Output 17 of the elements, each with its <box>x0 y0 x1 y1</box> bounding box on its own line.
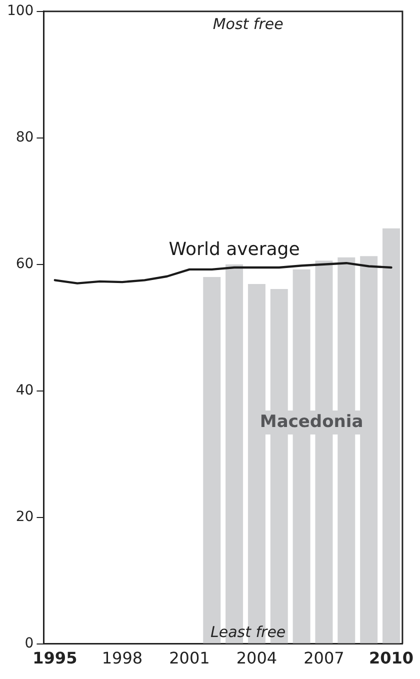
y-tick-label: 80 <box>16 130 34 146</box>
x-tick-label: 2001 <box>169 648 210 668</box>
y-tick-label: 60 <box>16 256 34 272</box>
annotation: Least free <box>210 623 286 642</box>
annotation: Most free <box>212 14 284 33</box>
x-tick-label: 1998 <box>102 648 143 668</box>
bar <box>382 228 400 644</box>
x-tick-label: 2010 <box>368 648 414 668</box>
series-label: World average <box>168 239 300 260</box>
y-tick-label: 40 <box>16 382 34 398</box>
y-tick-label: 0 <box>24 635 34 652</box>
series-label: Macedonia <box>260 412 364 432</box>
y-tick-label: 100 <box>6 3 34 20</box>
x-tick-label: 2004 <box>236 648 278 668</box>
x-tick-label: 2007 <box>304 648 344 668</box>
y-tick-label: 20 <box>16 508 34 525</box>
x-tick-label: 1995 <box>32 648 78 668</box>
